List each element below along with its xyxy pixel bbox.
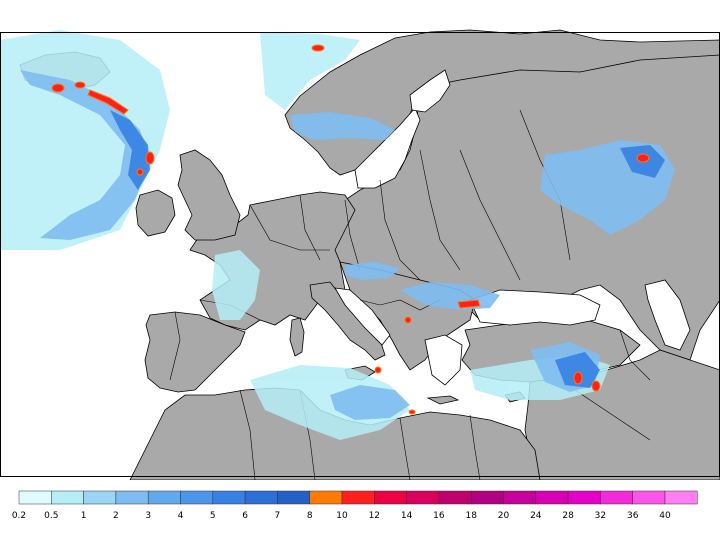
precip-max xyxy=(87,89,129,115)
black-sea xyxy=(469,289,601,326)
legend-swatch xyxy=(503,490,537,505)
legend-tick-label: 16 xyxy=(433,511,445,521)
legend-tick-label: 0.5 xyxy=(44,511,58,521)
legend-tick-label: 40 xyxy=(659,511,671,521)
border-line xyxy=(239,389,256,480)
border-line xyxy=(399,417,411,480)
legend-swatch xyxy=(18,490,52,505)
legend-swatch xyxy=(341,490,375,505)
border-line xyxy=(169,311,181,381)
legend-swatch xyxy=(83,490,117,505)
legend-tick-label: 0.2 xyxy=(12,511,26,521)
precip-max xyxy=(408,409,416,415)
legend-swatch xyxy=(277,490,310,505)
precip-area xyxy=(555,352,600,388)
border-line xyxy=(459,149,521,281)
baltic-sea xyxy=(354,107,421,189)
legend-tick-label: 7 xyxy=(275,511,281,521)
legend-tick-label: 20 xyxy=(498,511,510,521)
legend-swatches xyxy=(18,490,698,505)
border-line xyxy=(359,299,441,311)
border-line xyxy=(469,414,481,480)
legend-swatch xyxy=(535,490,569,505)
precip-max xyxy=(311,44,325,52)
precip-area xyxy=(250,365,410,440)
precip-max xyxy=(374,366,382,374)
aegean-sea xyxy=(424,334,463,386)
precip-max xyxy=(457,299,481,309)
legend-tick-label: 32 xyxy=(595,511,606,521)
precip-max xyxy=(74,81,86,89)
precip-max xyxy=(636,153,650,163)
legend-tick-label: 18 xyxy=(465,511,477,521)
country-borders xyxy=(169,109,651,480)
legend-swatch xyxy=(567,490,601,505)
border-line xyxy=(619,329,651,381)
legend-swatch xyxy=(632,490,666,505)
precip-max xyxy=(136,168,144,176)
gulf-of-bothnia xyxy=(409,69,451,113)
legend-tick-label: 1 xyxy=(81,511,87,521)
legend-tick-label: 36 xyxy=(627,511,639,521)
border-line xyxy=(299,194,321,261)
precip-max xyxy=(573,371,583,385)
legend-swatch xyxy=(147,490,181,505)
legend-swatch xyxy=(244,490,278,505)
legend-swatch xyxy=(309,490,343,505)
water-bodies xyxy=(334,69,691,386)
legend-swatch xyxy=(470,490,504,505)
legend-tick-label: 10 xyxy=(336,511,348,521)
great-britain xyxy=(177,149,241,241)
border-line xyxy=(344,199,361,271)
precip-area xyxy=(212,250,260,320)
crete xyxy=(426,395,460,405)
legend-swatch xyxy=(115,490,149,505)
legend-tick-label: 5 xyxy=(210,511,216,521)
legend-swatch xyxy=(212,490,246,505)
legend-swatch xyxy=(51,490,84,505)
legend-tick-label: 6 xyxy=(242,511,248,521)
precip-area xyxy=(290,112,395,140)
legend-swatch xyxy=(406,490,440,505)
color-scale-legend: 0.2 0.5 1 2 3 4 5 6 7 8 10 12 14 16 18 20 24 28 32 36 40 xyxy=(12,490,698,521)
precip-max xyxy=(591,380,601,392)
legend-tick-label: 28 xyxy=(562,511,574,521)
precip-area xyxy=(345,262,400,280)
precip-area xyxy=(20,70,150,240)
legend-labels: 0.2 0.5 1 2 3 4 5 6 7 8 10 12 14 16 18 20 24 28 32 36 40 xyxy=(12,511,671,521)
precip-max xyxy=(145,151,155,165)
border-line xyxy=(419,149,461,271)
legend-tick-label: 12 xyxy=(369,511,380,521)
adriatic-sea xyxy=(334,287,391,346)
legend-swatch xyxy=(600,490,633,505)
legend-swatch xyxy=(438,490,472,505)
legend-swatch xyxy=(180,490,214,505)
legend-swatch xyxy=(374,490,407,505)
legend-tick-label: 4 xyxy=(178,511,184,521)
precip-max xyxy=(404,316,412,324)
precipitation-map xyxy=(0,29,720,480)
precip-area xyxy=(330,385,410,420)
legend-tick-label: 24 xyxy=(530,511,542,521)
legend-tick-label: 2 xyxy=(113,511,119,521)
precip-max xyxy=(51,83,65,93)
legend-swatch xyxy=(664,490,698,505)
precip-extreme xyxy=(51,44,650,415)
precip-area xyxy=(260,32,360,110)
border-line xyxy=(379,179,421,281)
legend-tick-label: 3 xyxy=(145,511,151,521)
legend-tick-label: 14 xyxy=(401,511,413,521)
caspian-sea xyxy=(644,279,691,351)
iberia xyxy=(144,311,246,393)
ireland xyxy=(135,189,176,237)
legend-tick-label: 8 xyxy=(307,511,313,521)
corsica-sardinia xyxy=(289,317,305,357)
